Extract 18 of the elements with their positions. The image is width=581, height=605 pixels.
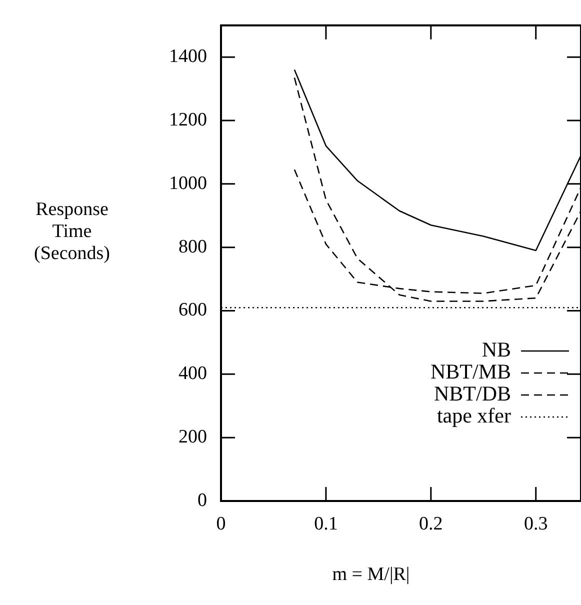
y-tick-label: 200 — [178, 426, 207, 448]
y-tick-label: 1200 — [169, 110, 207, 131]
legend-label: NBT/MB — [430, 360, 511, 384]
legend-label: NB — [482, 338, 511, 362]
legend-label: NBT/DB — [434, 382, 511, 406]
x-tick-label: 0.1 — [314, 513, 338, 534]
y-tick-label: 800 — [178, 236, 207, 258]
y-tick-label: 600 — [178, 300, 207, 321]
y-tick-label: 0 — [198, 490, 207, 511]
x-tick-label: 0.3 — [524, 513, 548, 534]
y-tick-label: 1400 — [169, 46, 207, 68]
y-axis-title: Response Time (Seconds) — [34, 198, 110, 264]
y-tick-label: 1000 — [169, 172, 207, 194]
y-tick-label: 400 — [178, 363, 207, 384]
x-tick-label: 0.2 — [419, 513, 443, 534]
x-axis-title: m = M/|R| — [332, 564, 410, 585]
legend-label: tape xfer — [436, 404, 511, 428]
x-tick-label: 0 — [216, 513, 226, 534]
